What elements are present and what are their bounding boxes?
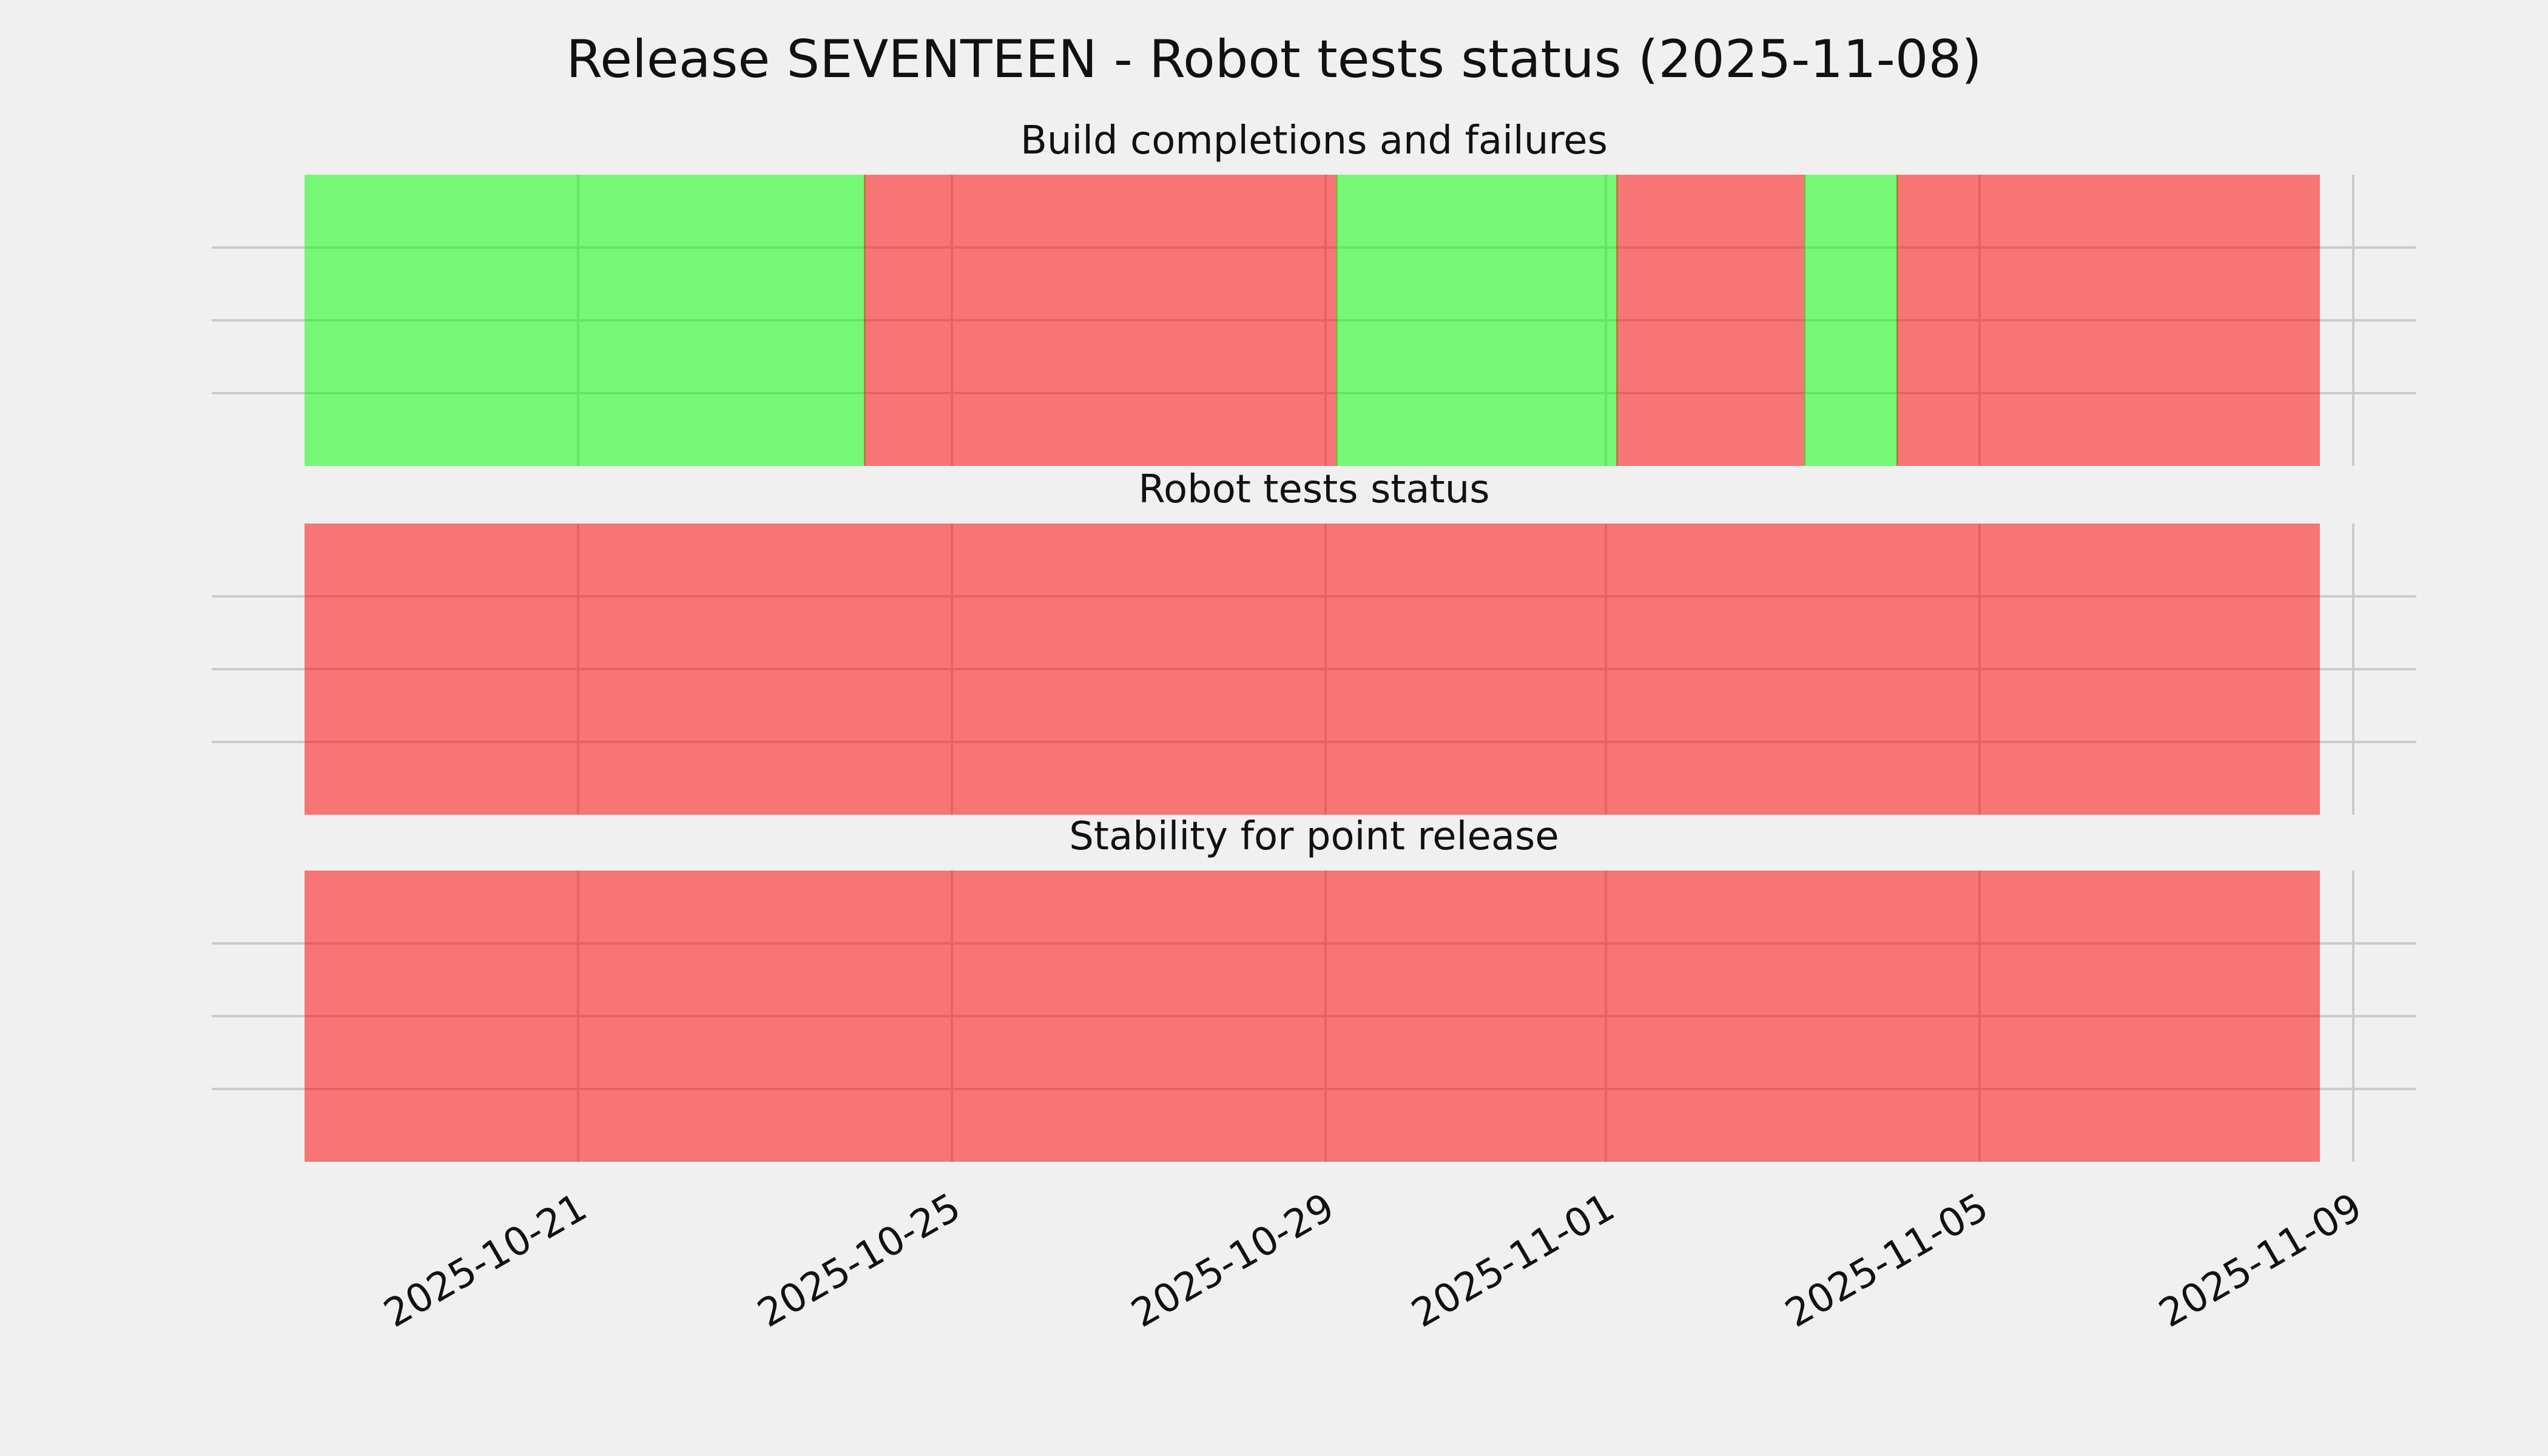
figure-title: Release SEVENTEEN - Robot tests status (… [566, 29, 1982, 90]
status-segment-failure [1896, 175, 2320, 466]
status-segment-failure [305, 871, 2320, 1162]
status-segment-failure [1616, 175, 1805, 466]
v-gridline [2351, 871, 2354, 1162]
status-segment-success [1804, 175, 1898, 466]
subplot-title-build-completions: Build completions and failures [1020, 118, 1608, 163]
status-segment-success [305, 175, 866, 466]
v-gridline [2351, 175, 2354, 466]
x-tick-label: 2025-11-09 [2151, 1185, 2370, 1337]
x-tick-label: 2025-11-05 [1778, 1185, 1996, 1337]
x-tick-label: 2025-10-29 [1124, 1185, 1342, 1337]
subplot-title-stability: Stability for point release [1069, 814, 1559, 859]
axes-build-completions [212, 175, 2416, 466]
subplot-title-robot-tests: Robot tests status [1138, 467, 1490, 512]
v-gridline [2351, 524, 2354, 815]
axes-robot-tests [212, 524, 2416, 815]
x-axis-tick-labels: 2025-10-21 2025-10-25 2025-10-29 2025-11-01… [212, 1185, 2416, 1367]
x-tick-label: 2025-10-25 [750, 1185, 968, 1337]
status-segment-failure [305, 524, 2320, 815]
axes-stability [212, 871, 2416, 1162]
x-tick-label: 2025-10-21 [376, 1185, 595, 1337]
status-segment-success [1336, 175, 1618, 466]
status-segment-failure [864, 175, 1338, 466]
x-tick-label: 2025-11-01 [1404, 1185, 1622, 1337]
